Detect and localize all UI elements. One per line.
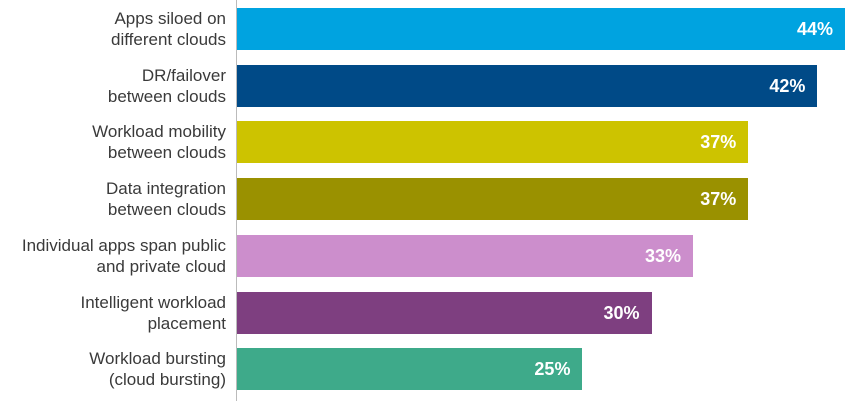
bar: 44% <box>237 8 845 50</box>
category-label: Data integration between clouds <box>105 179 226 220</box>
category-label: Intelligent workload placement <box>80 292 226 333</box>
category-label: Workload mobility between clouds <box>92 122 226 163</box>
bar: 42% <box>237 64 818 107</box>
value-label: 25% <box>534 359 571 380</box>
value-label: 42% <box>769 75 806 96</box>
category-label: Apps siloed on different clouds <box>111 9 226 49</box>
bar: 33% <box>237 234 693 277</box>
bar: 37% <box>237 121 749 164</box>
axis-line <box>236 0 237 401</box>
value-label: 30% <box>603 302 640 323</box>
value-label: 33% <box>644 245 681 266</box>
category-label: Individual apps span public and private … <box>21 235 226 276</box>
value-label: 44% <box>796 19 833 39</box>
category-label: Workload bursting (cloud bursting) <box>89 349 226 390</box>
bar: 30% <box>237 291 652 334</box>
bar: 25% <box>237 348 583 391</box>
value-label: 37% <box>700 132 737 153</box>
category-label: DR/failover between clouds <box>107 65 226 106</box>
bar: 37% <box>237 178 749 221</box>
value-label: 37% <box>700 189 737 210</box>
